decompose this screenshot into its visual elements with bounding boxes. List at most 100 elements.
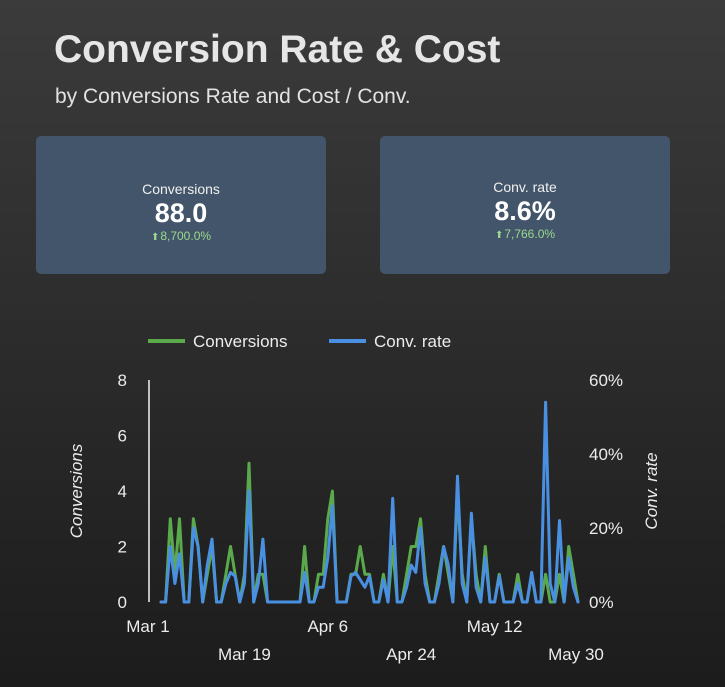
data-point (545, 401, 547, 403)
scorecard-conv-rate[interactable]: Conv. rate 8.6% ⬆7,766.0% (380, 136, 670, 274)
data-point (211, 538, 213, 540)
scorecard-value: 8.6% (494, 196, 556, 226)
data-point (276, 601, 278, 603)
data-point (225, 573, 227, 575)
data-point (239, 601, 241, 603)
data-point (452, 601, 454, 603)
data-point (392, 545, 394, 548)
data-point (257, 582, 259, 585)
data-point (540, 601, 542, 603)
data-point (285, 601, 287, 603)
data-point (327, 557, 329, 559)
data-point (364, 573, 366, 575)
data-point (415, 571, 417, 574)
data-point (484, 545, 486, 548)
legend-label-conv-rate: Conv. rate (374, 332, 451, 351)
data-point (577, 601, 579, 603)
data-point (368, 575, 371, 577)
data-point (248, 490, 250, 492)
data-point (202, 601, 204, 603)
data-point (290, 601, 292, 603)
data-point (549, 601, 551, 603)
x-tick-label: Mar 19 (218, 645, 271, 664)
y-tick-right-label: 20% (589, 519, 623, 538)
data-point (341, 601, 343, 603)
y-tick-right-label: 60% (589, 371, 623, 390)
data-point (248, 462, 250, 464)
data-point (401, 601, 403, 603)
data-point (410, 545, 412, 548)
data-point (243, 582, 245, 585)
data-point (419, 518, 422, 520)
data-point (535, 601, 537, 603)
x-tick-label: Apr 6 (307, 617, 348, 636)
data-point (429, 601, 431, 603)
data-point (517, 582, 519, 585)
x-tick-label: May 12 (467, 617, 523, 636)
data-point (531, 571, 533, 574)
data-point (568, 545, 570, 548)
data-point (498, 573, 500, 575)
data-point (331, 505, 333, 507)
data-point (169, 545, 171, 548)
data-point (165, 601, 167, 603)
data-point (433, 601, 435, 603)
data-point (267, 601, 269, 603)
scorecard-value: 88.0 (154, 198, 208, 228)
data-point (549, 582, 551, 585)
data-point (396, 601, 398, 603)
data-point (438, 582, 440, 585)
data-point (461, 582, 463, 585)
data-point (359, 545, 361, 548)
data-point (498, 575, 500, 577)
scorecard-label: Conv. rate (493, 179, 557, 195)
data-point (378, 601, 380, 603)
x-tick-label: May 30 (548, 645, 604, 664)
scorecard-delta: ⬆8,700.0% (36, 229, 326, 243)
data-point (197, 545, 199, 548)
data-point (406, 586, 408, 588)
y-tick-left-label: 0 (118, 593, 127, 612)
y-tick-left-label: 4 (118, 482, 127, 501)
data-point (507, 601, 510, 603)
scorecard-conversions[interactable]: Conversions 88.0 ⬆8,700.0% (36, 136, 326, 274)
data-point (322, 573, 324, 575)
y-tick-left-label: 8 (118, 371, 127, 390)
data-point (563, 601, 565, 603)
data-point (443, 545, 445, 548)
data-point (424, 582, 426, 585)
data-point (192, 518, 194, 520)
data-point (387, 601, 389, 603)
y-tick-right-label: 0% (589, 593, 614, 612)
y-tick-right-label: 40% (589, 445, 623, 464)
data-point (355, 571, 357, 574)
data-point (229, 571, 232, 574)
data-point (489, 601, 491, 603)
arrow-up-icon: ⬆ (494, 230, 504, 241)
x-tick-label: Mar 1 (126, 617, 169, 636)
data-point (308, 601, 310, 603)
scorecard-delta-value: 8,700.0% (160, 229, 212, 243)
data-point (178, 553, 181, 555)
data-point (558, 520, 561, 522)
data-point (262, 538, 264, 540)
scorecard-delta-value: 7,766.0% (504, 227, 556, 241)
data-point (480, 601, 482, 603)
data-point (364, 586, 366, 588)
data-point (373, 601, 375, 603)
data-point (253, 601, 255, 603)
data-point (503, 601, 505, 603)
data-point (336, 601, 338, 603)
data-point (406, 573, 408, 575)
data-point (545, 573, 547, 575)
data-point (294, 601, 296, 603)
data-point (160, 601, 162, 603)
data-point (271, 601, 273, 603)
data-point (317, 573, 320, 575)
data-point (331, 490, 333, 492)
data-point (192, 527, 194, 529)
data-point (327, 518, 329, 520)
data-point (216, 601, 218, 603)
scorecard-label: Conversions (142, 181, 220, 197)
data-point (392, 497, 394, 499)
